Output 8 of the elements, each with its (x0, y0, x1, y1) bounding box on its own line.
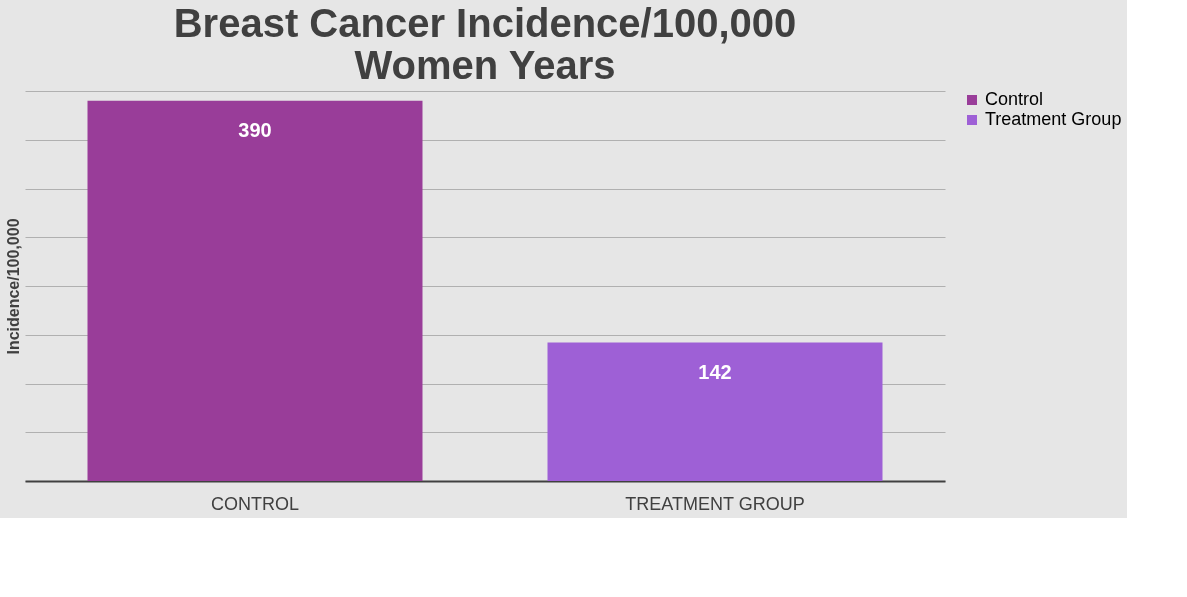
x-tick-label: CONTROL (210, 493, 300, 514)
data-label: 142 (698, 360, 732, 383)
data-label: 390 (238, 118, 272, 141)
legend-label: Treatment Group (985, 109, 1122, 129)
y-axis-title: Incidence/100,000 (4, 218, 22, 355)
x-tick-label: TREATMENT GROUP (625, 493, 805, 514)
legend-label: Control (985, 89, 1044, 109)
chart-title: Breast Cancer Incidence/100,000 Women Years (173, 1, 797, 87)
